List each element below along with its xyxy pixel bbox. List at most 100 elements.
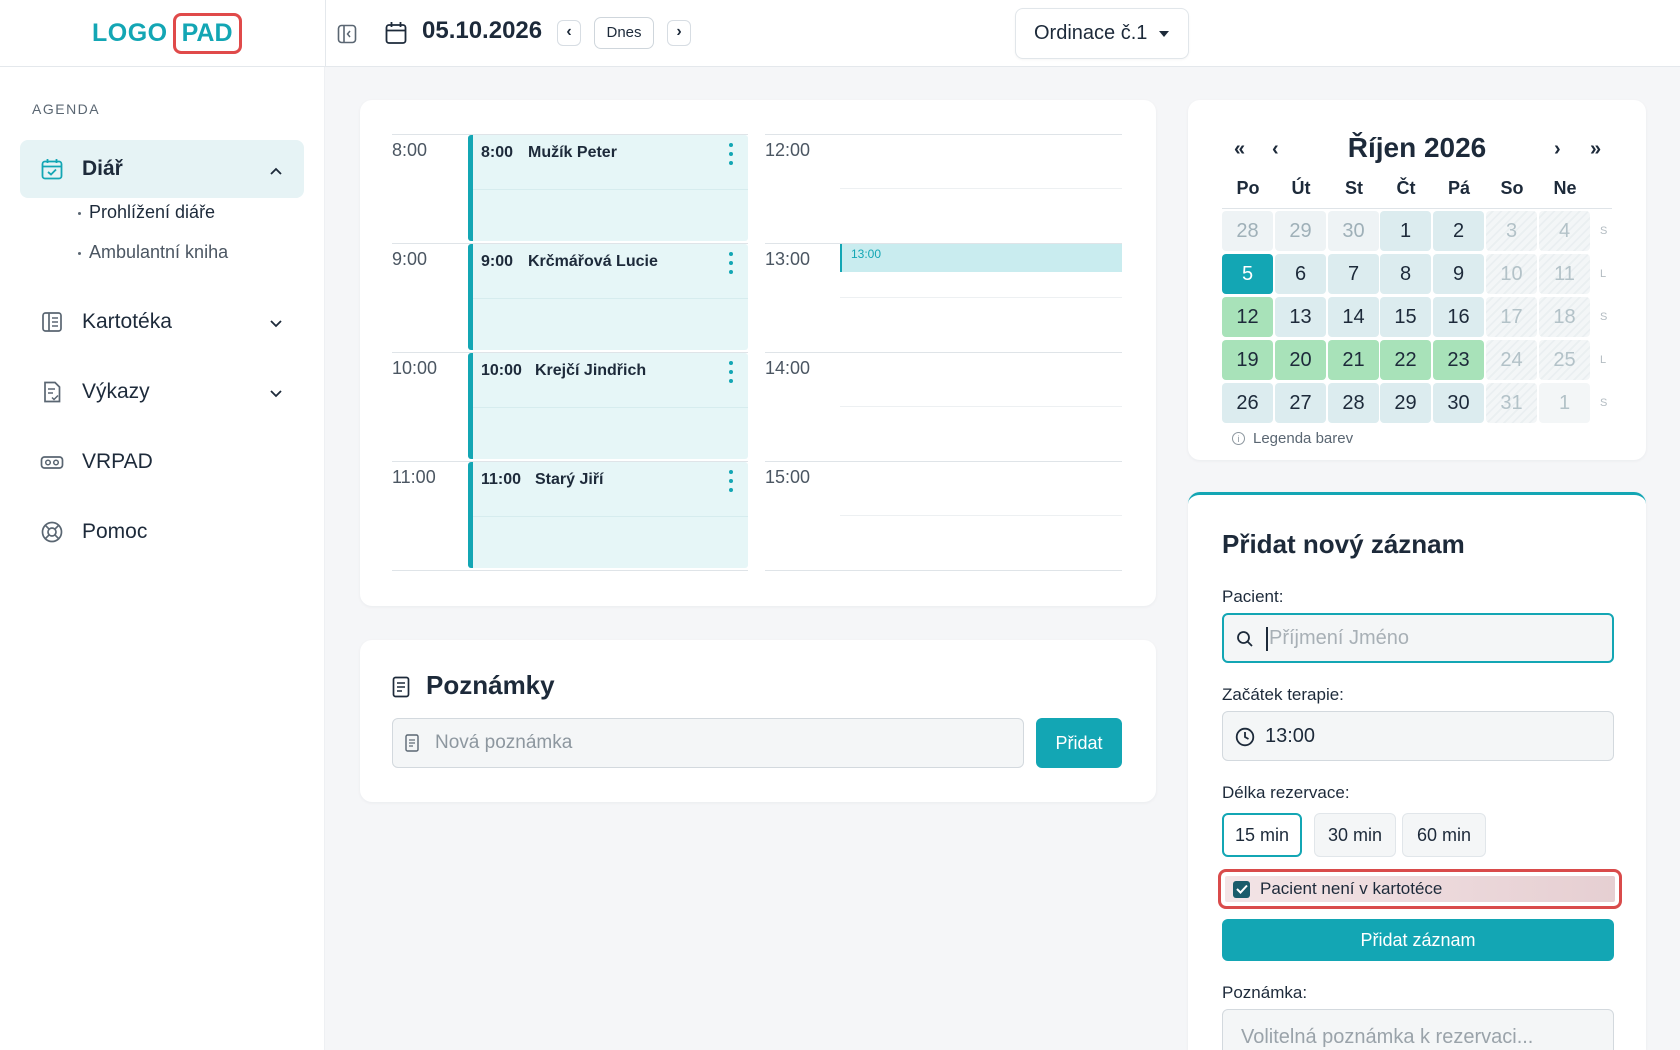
calendar-day[interactable]: 29 — [1275, 211, 1326, 251]
week-marker: S — [1600, 397, 1608, 409]
color-legend-link[interactable]: i Legenda barev — [1232, 430, 1353, 447]
week-marker: L — [1600, 354, 1607, 366]
info-icon: i — [1232, 432, 1245, 445]
calendar-day[interactable]: 17 — [1486, 297, 1537, 337]
color-legend-label: Legenda barev — [1253, 430, 1354, 447]
checkbox-row-inner: Pacient není v kartotéce — [1225, 876, 1615, 902]
calendar-day[interactable]: 18 — [1539, 297, 1590, 337]
next-day-button[interactable]: › — [667, 20, 691, 46]
weekday-header: Ne — [1553, 178, 1577, 198]
calendar-icon[interactable] — [384, 20, 408, 46]
chevron-down-icon — [270, 385, 282, 401]
reservation-note-input[interactable]: Volitelná poznámka k rezervaci... — [1222, 1009, 1614, 1050]
calendar-day[interactable]: 10 — [1486, 254, 1537, 294]
half-hour-line — [840, 406, 1122, 407]
calendar-day[interactable]: 1 — [1380, 211, 1431, 251]
logo[interactable]: LOGO PAD — [92, 12, 242, 54]
checkbox[interactable] — [1233, 880, 1250, 898]
calendar-day[interactable]: 28 — [1222, 211, 1273, 251]
patient-search-placeholder: Příjmení Jméno — [1269, 626, 1410, 649]
time-label: 12:00 — [765, 140, 811, 160]
calendar-day[interactable]: 22 — [1380, 340, 1431, 380]
appointment-block[interactable]: 9:00 Krčmářová Lucie — [468, 244, 748, 350]
clinic-select[interactable]: Ordinace č.1 — [1015, 8, 1189, 59]
appointment-patient: Krčmářová Lucie — [528, 253, 658, 270]
calendar-day[interactable]: 26 — [1222, 383, 1273, 423]
time-label: 15:00 — [765, 467, 811, 487]
next-month-button[interactable]: › — [1554, 138, 1561, 160]
calendar-day[interactable]: 16 — [1433, 297, 1484, 337]
calendar-day[interactable]: 20 — [1275, 340, 1326, 380]
sidebar-item-vykazy[interactable]: Výkazy — [20, 363, 304, 421]
calendar-day[interactable]: 30 — [1328, 211, 1379, 251]
prev-day-button[interactable]: ‹ — [557, 20, 581, 46]
duration-15-button[interactable]: 15 min — [1222, 813, 1302, 857]
sidebar-item-kartoteka[interactable]: Kartotéka — [20, 293, 304, 351]
calendar-day[interactable]: 23 — [1433, 340, 1484, 380]
calendar-day[interactable]: 31 — [1486, 383, 1537, 423]
duration-30-button[interactable]: 30 min — [1314, 813, 1396, 857]
calendar-day[interactable]: 29 — [1380, 383, 1431, 423]
duration-label: Délka rezervace: — [1222, 783, 1350, 802]
half-hour-line — [840, 297, 1122, 298]
sidebar-subitem-prohlizeni[interactable]: Prohlížení diáře — [78, 202, 215, 223]
selected-time-slot[interactable]: 13:00 — [840, 244, 1122, 272]
calendar-day[interactable]: 3 — [1486, 211, 1537, 251]
calendar-day[interactable]: 14 — [1328, 297, 1379, 337]
more-vertical-icon[interactable] — [728, 470, 734, 492]
more-vertical-icon[interactable] — [728, 143, 734, 165]
new-record-form: Přidat nový záznam Pacient: Příjmení Jmé… — [1188, 492, 1646, 1050]
not-in-registry-checkbox-row[interactable]: Pacient není v kartotéce — [1218, 869, 1622, 909]
appointment-block[interactable]: 11:00 Starý Jiří — [468, 462, 748, 568]
start-time-input[interactable]: 13:00 — [1222, 711, 1614, 761]
appointment-time: 11:00 — [481, 471, 522, 488]
calendar-day[interactable]: 15 — [1380, 297, 1431, 337]
add-note-button[interactable]: Přidat — [1036, 718, 1122, 768]
appointment-block[interactable]: 8:00 Mužík Peter — [468, 135, 748, 241]
prev-month-button[interactable]: ‹ — [1272, 138, 1279, 160]
calendar-day[interactable]: 9 — [1433, 254, 1484, 294]
sidebar-item-pomoc[interactable]: Pomoc — [20, 503, 304, 561]
hour-line — [392, 352, 748, 353]
sidebar-subitem-ambulantni[interactable]: Ambulantní kniha — [78, 242, 228, 263]
calendar-day[interactable]: 4 — [1539, 211, 1590, 251]
calendar-day[interactable]: 13 — [1275, 297, 1326, 337]
calendar-day[interactable]: 28 — [1328, 383, 1379, 423]
weekday-header: Čt — [1396, 178, 1416, 198]
calendar-day[interactable]: 24 — [1486, 340, 1537, 380]
sidebar-item-vrpad[interactable]: VRPAD — [20, 433, 304, 491]
calendar-day[interactable]: 1 — [1539, 383, 1590, 423]
calendar-day[interactable]: 25 — [1539, 340, 1590, 380]
duration-60-button[interactable]: 60 min — [1402, 813, 1486, 857]
report-icon — [40, 380, 64, 404]
appointment-time: 9:00 — [481, 253, 514, 270]
hour-line — [392, 134, 748, 135]
calendar-day-today[interactable]: 5 — [1222, 254, 1273, 294]
chevron-up-icon — [270, 162, 282, 178]
calendar-day[interactable]: 19 — [1222, 340, 1273, 380]
patient-search-input[interactable]: Příjmení Jméno — [1222, 613, 1614, 663]
add-record-button[interactable]: Přidat záznam — [1222, 919, 1614, 961]
sidebar-item-diar[interactable]: Diář — [20, 140, 304, 198]
checkbox-label: Pacient není v kartotéce — [1260, 879, 1443, 898]
more-vertical-icon[interactable] — [728, 361, 734, 383]
appointment-block[interactable]: 10:00 Krejčí Jindřich — [468, 353, 748, 459]
calendar-day[interactable]: 8 — [1380, 254, 1431, 294]
start-time-value: 13:00 — [1265, 724, 1316, 747]
calendar-day[interactable]: 30 — [1433, 383, 1484, 423]
calendar-day[interactable]: 21 — [1328, 340, 1379, 380]
calendar-day[interactable]: 27 — [1275, 383, 1326, 423]
top-divider — [325, 0, 326, 67]
calendar-day[interactable]: 6 — [1275, 254, 1326, 294]
calendar-day[interactable]: 11 — [1539, 254, 1590, 294]
calendar-day[interactable]: 12 — [1222, 297, 1273, 337]
more-vertical-icon[interactable] — [728, 252, 734, 274]
today-button[interactable]: Dnes — [594, 17, 654, 49]
calendar-day[interactable]: 7 — [1328, 254, 1379, 294]
next-year-button[interactable]: » — [1590, 138, 1602, 160]
sidebar-toggle-icon[interactable] — [335, 22, 359, 46]
calendar-day[interactable]: 2 — [1433, 211, 1484, 251]
prev-year-button[interactable]: « — [1234, 138, 1246, 160]
new-note-input[interactable]: Nová poznámka — [392, 718, 1024, 768]
calendar-check-icon — [40, 157, 64, 181]
